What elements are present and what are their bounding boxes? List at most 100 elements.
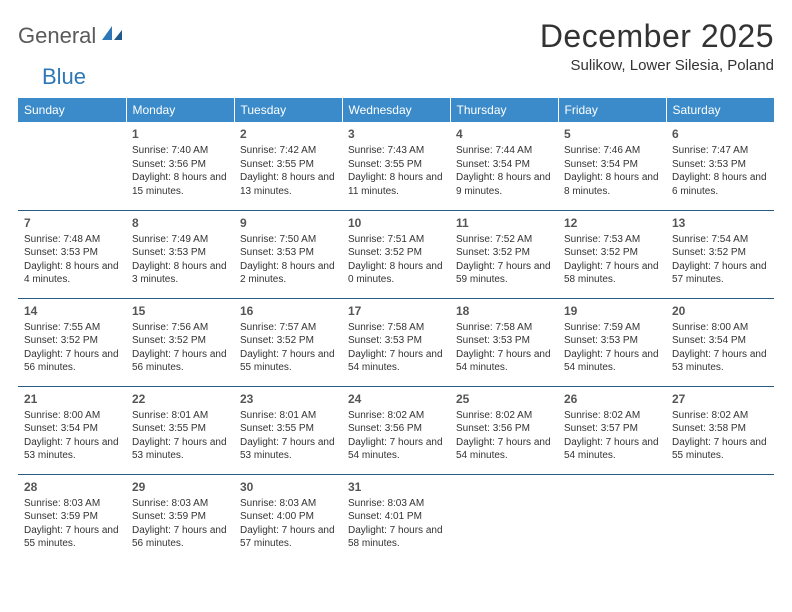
day-number: 5 <box>564 126 660 142</box>
daylight-text: Daylight: 8 hours and 2 minutes. <box>240 260 336 287</box>
day-number: 23 <box>240 391 336 407</box>
day-number: 22 <box>132 391 228 407</box>
sunset-text: Sunset: 3:55 PM <box>240 158 336 172</box>
sunrise-text: Sunrise: 7:48 AM <box>24 233 120 247</box>
sunset-text: Sunset: 3:56 PM <box>348 422 444 436</box>
calendar-cell <box>558 474 666 562</box>
sunrise-text: Sunrise: 7:57 AM <box>240 321 336 335</box>
calendar-cell: 13Sunrise: 7:54 AMSunset: 3:52 PMDayligh… <box>666 210 774 298</box>
sunset-text: Sunset: 3:52 PM <box>348 246 444 260</box>
daylight-text: Daylight: 7 hours and 57 minutes. <box>240 524 336 551</box>
sunrise-text: Sunrise: 7:53 AM <box>564 233 660 247</box>
logo-sail-icon <box>102 24 124 47</box>
weekday-header: Tuesday <box>234 98 342 122</box>
sunset-text: Sunset: 3:54 PM <box>456 158 552 172</box>
daylight-text: Daylight: 7 hours and 58 minutes. <box>564 260 660 287</box>
weekday-header: Saturday <box>666 98 774 122</box>
sunset-text: Sunset: 3:52 PM <box>240 334 336 348</box>
day-number: 27 <box>672 391 768 407</box>
weekday-header: Friday <box>558 98 666 122</box>
sunset-text: Sunset: 3:53 PM <box>456 334 552 348</box>
calendar-cell: 24Sunrise: 8:02 AMSunset: 3:56 PMDayligh… <box>342 386 450 474</box>
calendar-cell: 18Sunrise: 7:58 AMSunset: 3:53 PMDayligh… <box>450 298 558 386</box>
sunset-text: Sunset: 3:56 PM <box>132 158 228 172</box>
sunrise-text: Sunrise: 8:02 AM <box>564 409 660 423</box>
sunset-text: Sunset: 3:52 PM <box>456 246 552 260</box>
calendar-row: 7Sunrise: 7:48 AMSunset: 3:53 PMDaylight… <box>18 210 774 298</box>
calendar-cell: 23Sunrise: 8:01 AMSunset: 3:55 PMDayligh… <box>234 386 342 474</box>
sunrise-text: Sunrise: 7:40 AM <box>132 144 228 158</box>
sunrise-text: Sunrise: 7:58 AM <box>348 321 444 335</box>
sunrise-text: Sunrise: 7:58 AM <box>456 321 552 335</box>
daylight-text: Daylight: 8 hours and 15 minutes. <box>132 171 228 198</box>
sunset-text: Sunset: 3:55 PM <box>132 422 228 436</box>
sunrise-text: Sunrise: 7:44 AM <box>456 144 552 158</box>
day-number: 21 <box>24 391 120 407</box>
daylight-text: Daylight: 8 hours and 11 minutes. <box>348 171 444 198</box>
day-number: 28 <box>24 479 120 495</box>
weekday-header: Thursday <box>450 98 558 122</box>
sunrise-text: Sunrise: 7:56 AM <box>132 321 228 335</box>
sunrise-text: Sunrise: 7:46 AM <box>564 144 660 158</box>
daylight-text: Daylight: 7 hours and 58 minutes. <box>348 524 444 551</box>
sunset-text: Sunset: 3:52 PM <box>564 246 660 260</box>
sunset-text: Sunset: 3:56 PM <box>456 422 552 436</box>
sunset-text: Sunset: 3:54 PM <box>24 422 120 436</box>
page: General December 2025 Sulikow, Lower Sil… <box>0 0 792 562</box>
daylight-text: Daylight: 7 hours and 53 minutes. <box>240 436 336 463</box>
day-number: 1 <box>132 126 228 142</box>
day-number: 31 <box>348 479 444 495</box>
day-number: 11 <box>456 215 552 231</box>
sunrise-text: Sunrise: 8:03 AM <box>24 497 120 511</box>
calendar-cell: 26Sunrise: 8:02 AMSunset: 3:57 PMDayligh… <box>558 386 666 474</box>
daylight-text: Daylight: 7 hours and 54 minutes. <box>456 348 552 375</box>
sunset-text: Sunset: 3:59 PM <box>132 510 228 524</box>
day-number: 3 <box>348 126 444 142</box>
daylight-text: Daylight: 7 hours and 53 minutes. <box>24 436 120 463</box>
logo-word1: General <box>18 25 96 47</box>
sunset-text: Sunset: 4:00 PM <box>240 510 336 524</box>
calendar-cell: 12Sunrise: 7:53 AMSunset: 3:52 PMDayligh… <box>558 210 666 298</box>
calendar-cell: 30Sunrise: 8:03 AMSunset: 4:00 PMDayligh… <box>234 474 342 562</box>
calendar-cell: 10Sunrise: 7:51 AMSunset: 3:52 PMDayligh… <box>342 210 450 298</box>
sunrise-text: Sunrise: 8:02 AM <box>672 409 768 423</box>
calendar-cell: 4 Sunrise: 7:44 AMSunset: 3:54 PMDaylight… <box>450 122 558 210</box>
sunrise-text: Sunrise: 7:42 AM <box>240 144 336 158</box>
sunset-text: Sunset: 3:52 PM <box>132 334 228 348</box>
calendar-cell: 1 Sunrise: 7:40 AMSunset: 3:56 PMDaylight… <box>126 122 234 210</box>
sunset-text: Sunset: 3:52 PM <box>672 246 768 260</box>
daylight-text: Daylight: 7 hours and 56 minutes. <box>132 524 228 551</box>
location: Sulikow, Lower Silesia, Poland <box>540 57 774 74</box>
calendar-body: 1Sunrise: 7:40 AMSunset: 3:56 PMDaylight… <box>18 122 774 562</box>
daylight-text: Daylight: 7 hours and 57 minutes. <box>672 260 768 287</box>
day-number: 30 <box>240 479 336 495</box>
daylight-text: Daylight: 7 hours and 59 minutes. <box>456 260 552 287</box>
calendar-cell: 3Sunrise: 7:43 AMSunset: 3:55 PMDaylight… <box>342 122 450 210</box>
daylight-text: Daylight: 7 hours and 56 minutes. <box>132 348 228 375</box>
day-number: 4 <box>456 126 552 142</box>
calendar-row: 28Sunrise: 8:03 AMSunset: 3:59 PMDayligh… <box>18 474 774 562</box>
sunset-text: Sunset: 3:54 PM <box>672 334 768 348</box>
calendar-cell <box>450 474 558 562</box>
calendar-cell: 21Sunrise: 8:00 AMSunset: 3:54 PMDayligh… <box>18 386 126 474</box>
calendar-cell: 5Sunrise: 7:46 AMSunset: 3:54 PMDaylight… <box>558 122 666 210</box>
daylight-text: Daylight: 7 hours and 54 minutes. <box>564 348 660 375</box>
title-block: December 2025 Sulikow, Lower Silesia, Po… <box>540 18 774 74</box>
sunrise-text: Sunrise: 8:00 AM <box>672 321 768 335</box>
calendar-head: SundayMondayTuesdayWednesdayThursdayFrid… <box>18 98 774 122</box>
daylight-text: Daylight: 8 hours and 13 minutes. <box>240 171 336 198</box>
calendar-cell <box>666 474 774 562</box>
day-number: 8 <box>132 215 228 231</box>
sunset-text: Sunset: 3:53 PM <box>24 246 120 260</box>
calendar-cell: 19Sunrise: 7:59 AMSunset: 3:53 PMDayligh… <box>558 298 666 386</box>
daylight-text: Daylight: 7 hours and 56 minutes. <box>24 348 120 375</box>
calendar-cell: 27Sunrise: 8:02 AMSunset: 3:58 PMDayligh… <box>666 386 774 474</box>
day-number: 26 <box>564 391 660 407</box>
calendar-cell: 9Sunrise: 7:50 AMSunset: 3:53 PMDaylight… <box>234 210 342 298</box>
daylight-text: Daylight: 8 hours and 9 minutes. <box>456 171 552 198</box>
sunset-text: Sunset: 3:53 PM <box>240 246 336 260</box>
day-number: 19 <box>564 303 660 319</box>
sunset-text: Sunset: 3:55 PM <box>348 158 444 172</box>
day-number: 14 <box>24 303 120 319</box>
calendar-cell: 31Sunrise: 8:03 AMSunset: 4:01 PMDayligh… <box>342 474 450 562</box>
